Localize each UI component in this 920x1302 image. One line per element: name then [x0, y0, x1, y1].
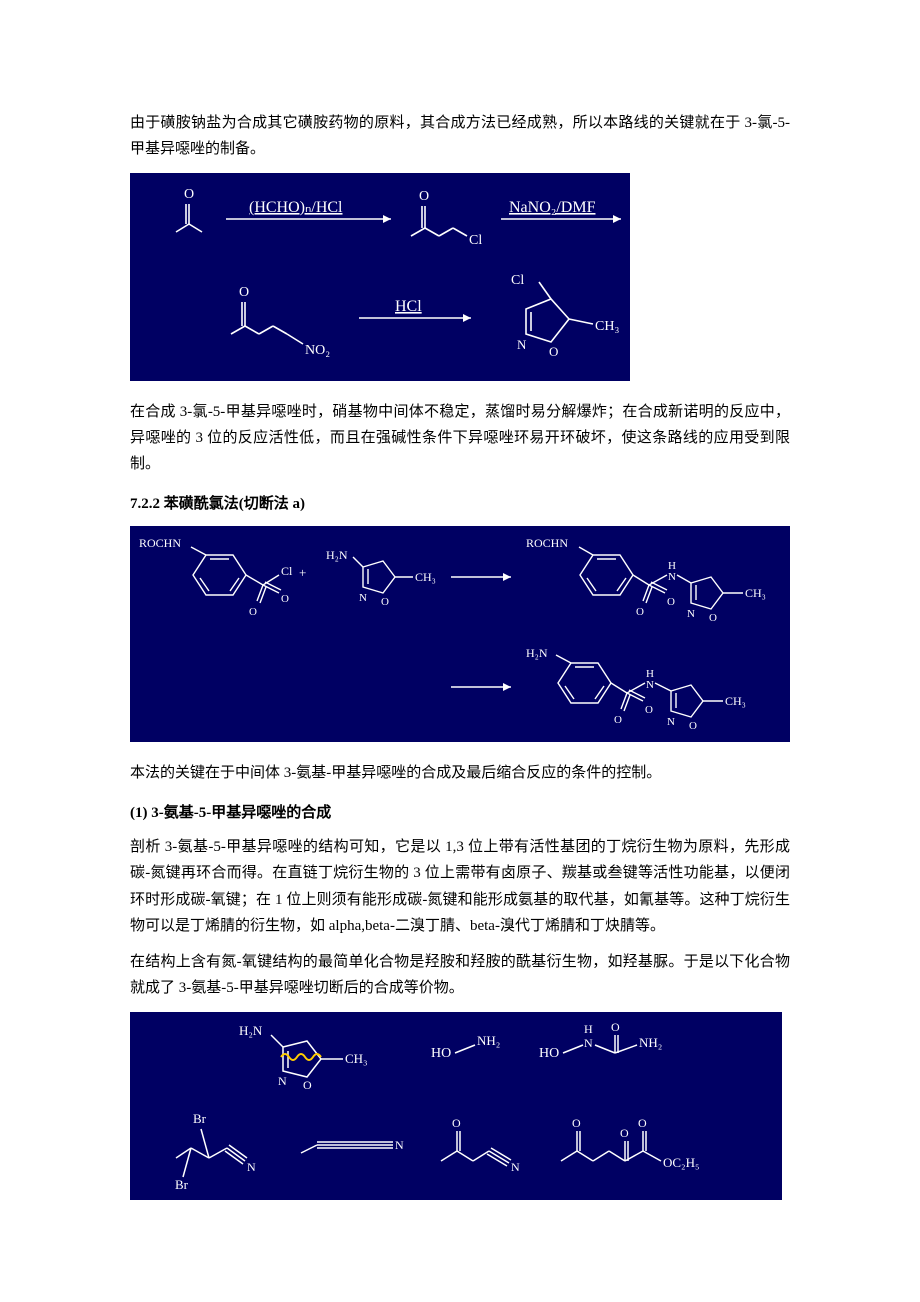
label-ROCHN1: ROCHN: [139, 536, 181, 550]
label-H2N1: H₂N: [326, 548, 348, 562]
paragraph-intro: 由于磺胺钠盐为合成其它磺胺药物的原料，其合成方法已经成熟，所以本路线的关键就在于…: [130, 110, 790, 163]
label-O-s2: O: [281, 593, 289, 605]
label-O-dk1: O: [572, 1116, 581, 1130]
label-O: O: [184, 187, 194, 202]
label-O-dk2: O: [620, 1126, 629, 1140]
label-O-f3: O: [303, 1078, 312, 1092]
reagent-1: (HCHO)ₙ/HCl: [249, 199, 343, 216]
paragraph-5: 在结构上含有氮-氧键结构的最简单化合物是羟胺和羟胺的酰基衍生物，如羟基脲。于是以…: [130, 949, 790, 1002]
label-O-urea: O: [611, 1020, 620, 1034]
label-N3: N: [667, 716, 675, 728]
label-N2: N: [687, 608, 695, 620]
label-HO2: HO: [539, 1046, 559, 1061]
label-O-s5: O: [614, 714, 622, 726]
label-CH3-f3: CH₃: [345, 1051, 368, 1066]
label-Np2: N: [646, 679, 654, 691]
reagent-3: HCl: [395, 298, 422, 315]
document-page: 由于磺胺钠盐为合成其它磺胺药物的原料，其合成方法已经成熟，所以本路线的关键就在于…: [0, 0, 920, 1258]
label-NH2-2: NH₂: [639, 1035, 662, 1050]
label-Np1: N: [668, 571, 676, 583]
label-O2: O: [419, 189, 429, 204]
label-H2N2: H₂N: [526, 646, 548, 660]
figure-reaction-3: H₂N CH₃ N O HO NH₂ HO H: [130, 1012, 782, 1200]
label-CH3: CH₃: [595, 319, 619, 334]
label-O-s1: O: [249, 606, 257, 618]
heading-7-2-2: 7.2.2 苯磺酰氯法(切断法 a): [130, 491, 790, 517]
label-Br1: Br: [193, 1111, 207, 1126]
label-O-dk3: O: [638, 1116, 647, 1130]
label-ROCHN2: ROCHN: [526, 536, 568, 550]
label-Cl: Cl: [281, 564, 293, 578]
label-N1: N: [359, 592, 367, 604]
figure-reaction-2: ROCHN O O Cl + H₂N: [130, 526, 790, 742]
heading-sub-1: (1) 3-氨基-5-甲基异噁唑的合成: [130, 800, 790, 826]
label-CH3-2: CH₃: [745, 586, 766, 600]
label-CH3-1: CH₃: [415, 570, 436, 584]
label-O-s4: O: [667, 596, 675, 608]
paragraph-2: 在合成 3-氯-5-甲基异噁唑时，硝基物中间体不稳定，蒸馏时易分解爆炸；在合成新…: [130, 399, 790, 478]
label-O-r2: O: [709, 612, 717, 624]
label-O4: O: [549, 344, 558, 359]
label-NO2: NO₂: [305, 343, 330, 358]
label-N-cn1: N: [247, 1160, 256, 1174]
label-N-urea: N: [584, 1036, 593, 1050]
label-O-s6: O: [645, 704, 653, 716]
label-N-f3: N: [278, 1074, 287, 1088]
label-HO1: HO: [431, 1046, 451, 1061]
label-O-k1: O: [452, 1116, 461, 1130]
paragraph-3: 本法的关键在于中间体 3-氨基-甲基异噁唑的合成及最后缩合反应的条件的控制。: [130, 760, 790, 786]
label-N-cn2: N: [395, 1138, 404, 1152]
label-H-urea: H: [584, 1022, 593, 1036]
label-NH2-1: NH₂: [477, 1033, 500, 1048]
label-Br2: Br: [175, 1177, 189, 1192]
label-Cl1: Cl: [469, 233, 482, 248]
label-O-r3: O: [689, 720, 697, 732]
label-N-cn3: N: [511, 1160, 520, 1174]
label-O-r1: O: [381, 596, 389, 608]
label-Cl2: Cl: [511, 273, 524, 288]
label-O-s3: O: [636, 606, 644, 618]
label-CH3-3: CH₃: [725, 694, 746, 708]
label-H2N: H₂N: [239, 1023, 263, 1038]
svg-text:+: +: [299, 565, 306, 580]
label-O3: O: [239, 285, 249, 300]
paragraph-4: 剖析 3-氨基-5-甲基异噁唑的结构可知，它是以 1,3 位上带有活性基团的丁烷…: [130, 834, 790, 939]
label-OC2H5: OC₂H₅: [663, 1155, 700, 1170]
reagent-2: NaNO₂/DMF: [509, 199, 596, 216]
label-N: N: [517, 337, 527, 352]
figure-reaction-1: O (HCHO)ₙ/HCl O Cl NaNO₂/DMF: [130, 173, 630, 381]
